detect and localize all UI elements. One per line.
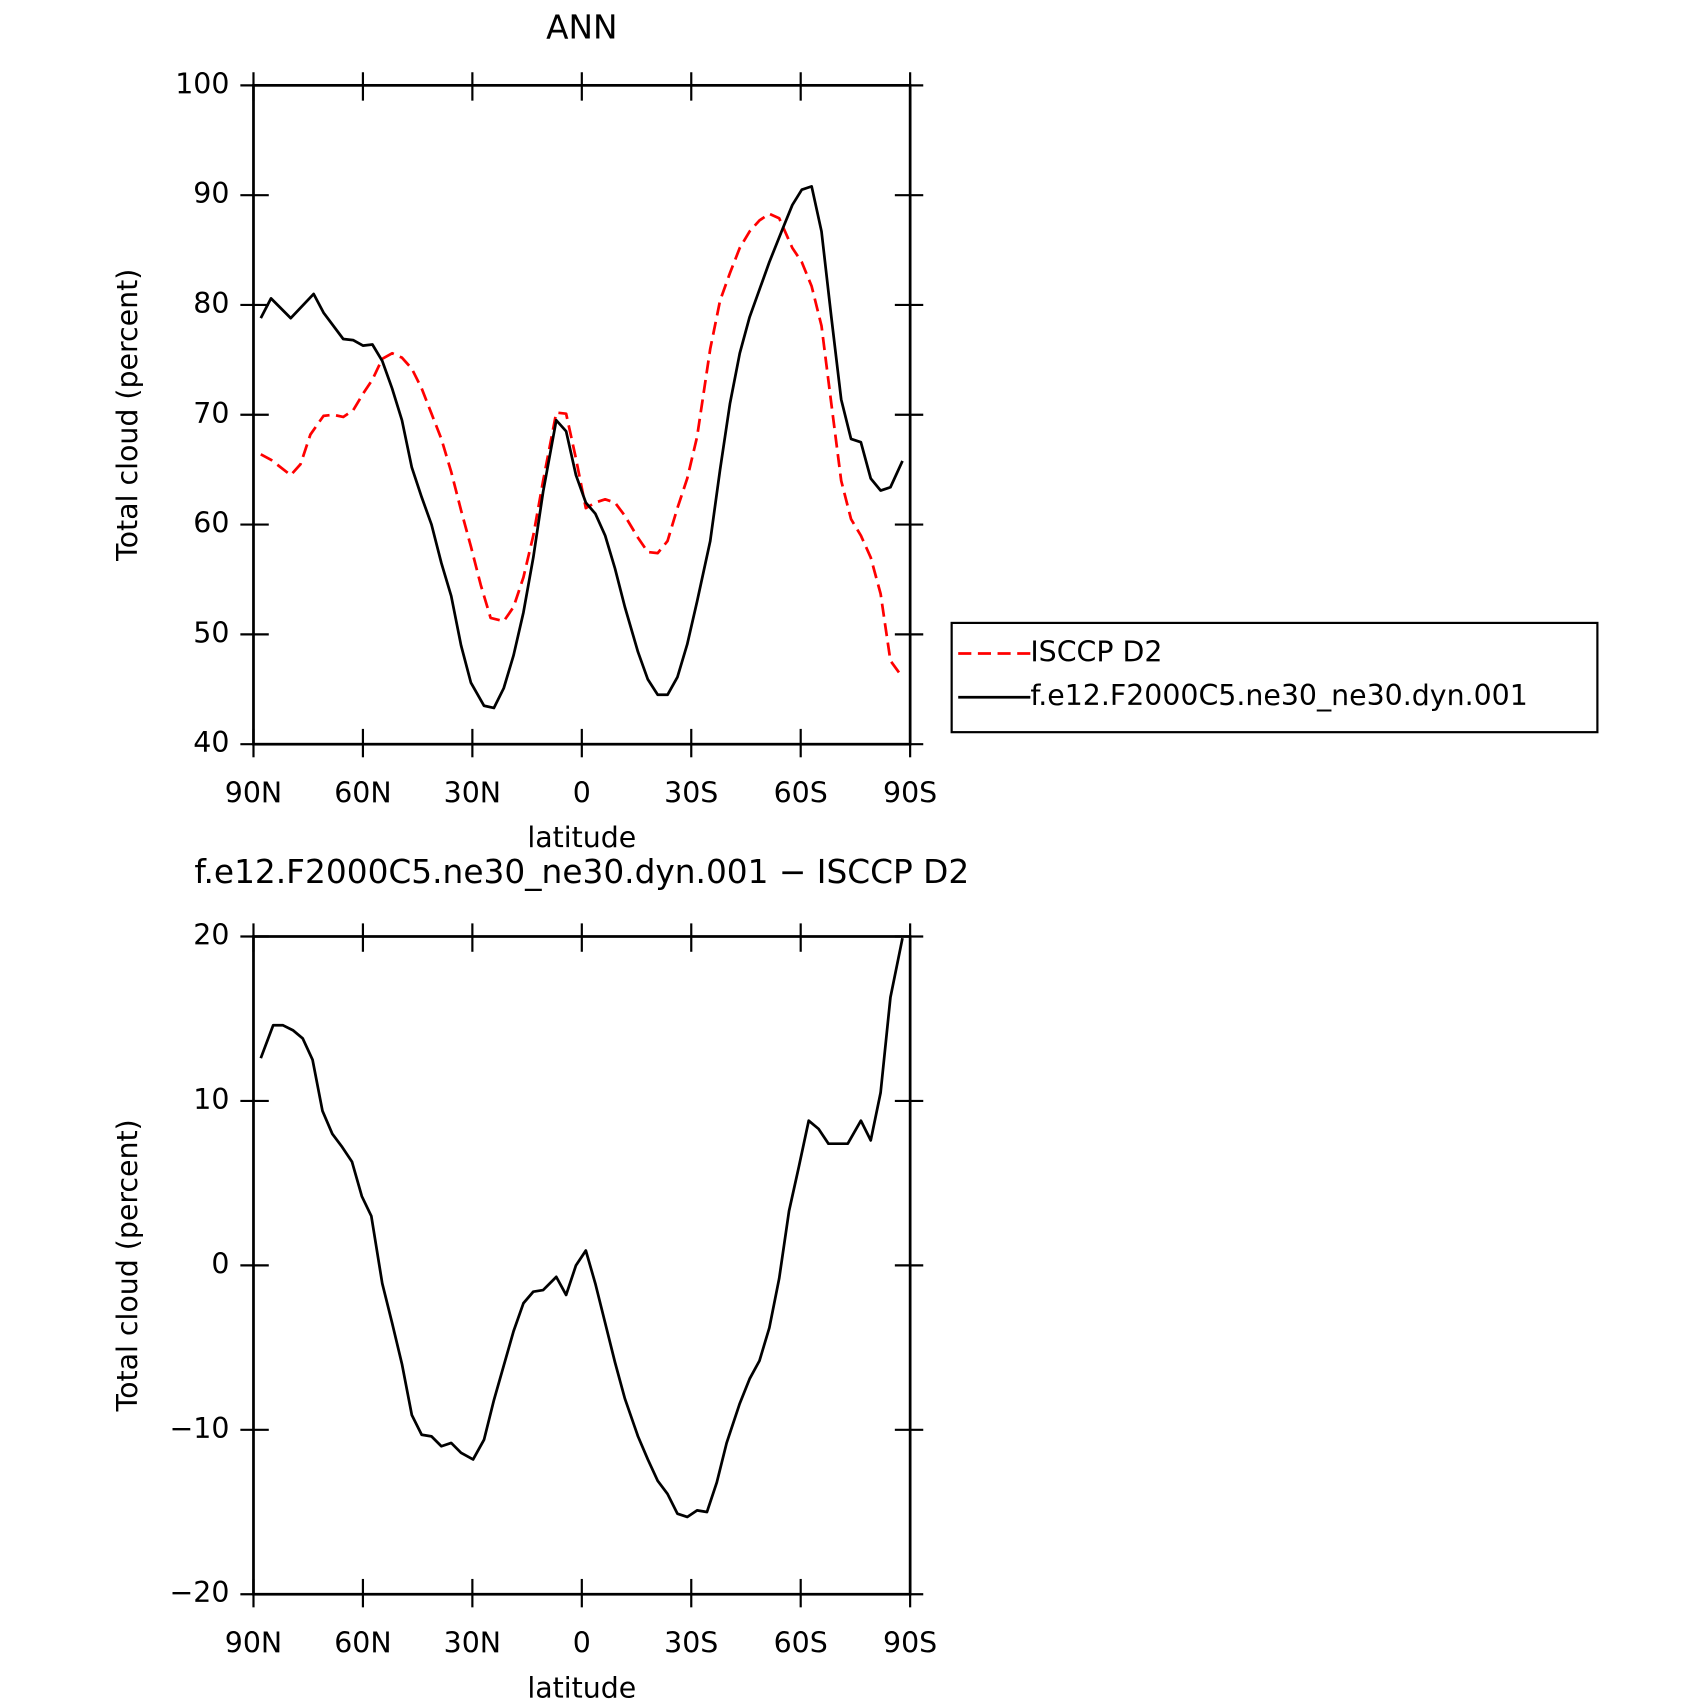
data-line <box>259 185 904 710</box>
y-tick-label: 60 <box>193 507 229 540</box>
chart-title: ANN <box>546 9 617 47</box>
y-tick-label: 70 <box>193 397 229 430</box>
x-tick-label: 30S <box>664 776 718 809</box>
x-tick-label: 60N <box>334 776 391 809</box>
x-tick-label: 60N <box>334 1626 391 1659</box>
y-tick-label: 10 <box>193 1083 229 1116</box>
x-tick-label: 30S <box>664 1626 718 1659</box>
x-tick-label: 30N <box>444 1626 501 1659</box>
y-tick-label: 50 <box>193 616 229 649</box>
y-tick-label: 40 <box>193 726 229 759</box>
y-tick-label: 100 <box>175 67 229 100</box>
y-tick-label: −20 <box>170 1576 230 1609</box>
x-tick-label: 90S <box>883 776 937 809</box>
legend-box <box>950 621 1599 734</box>
x-tick-label: 60S <box>774 776 828 809</box>
y-axis-label: Total cloud (percent) <box>111 269 144 562</box>
x-tick-label: 0 <box>573 1626 591 1659</box>
y-tick-label: 90 <box>193 177 229 210</box>
y-tick-label: 0 <box>211 1247 229 1280</box>
x-tick-label: 90N <box>225 776 282 809</box>
legend-label: ISCCP D2 <box>1030 636 1162 669</box>
data-line <box>260 212 904 679</box>
plot-frame <box>252 83 912 746</box>
x-tick-label: 30N <box>444 776 501 809</box>
y-axis-label: Total cloud (percent) <box>111 1119 144 1412</box>
x-tick-label: 60S <box>774 1626 828 1659</box>
y-tick-label: −10 <box>170 1412 230 1445</box>
y-tick-label: 20 <box>193 918 229 951</box>
y-tick-label: 80 <box>193 287 229 320</box>
plot-frame <box>252 935 912 1596</box>
x-axis-label: latitude <box>527 1671 636 1704</box>
chart-title: f.e12.F2000C5.ne30_ne30.dyn.001 − ISCCP … <box>194 853 969 891</box>
x-tick-label: 90N <box>225 1626 282 1659</box>
x-axis-label: latitude <box>527 821 636 854</box>
x-tick-label: 90S <box>883 1626 937 1659</box>
legend-label: f.e12.F2000C5.ne30_ne30.dyn.001 <box>1030 679 1528 712</box>
data-line <box>259 937 904 1519</box>
x-tick-label: 0 <box>573 776 591 809</box>
